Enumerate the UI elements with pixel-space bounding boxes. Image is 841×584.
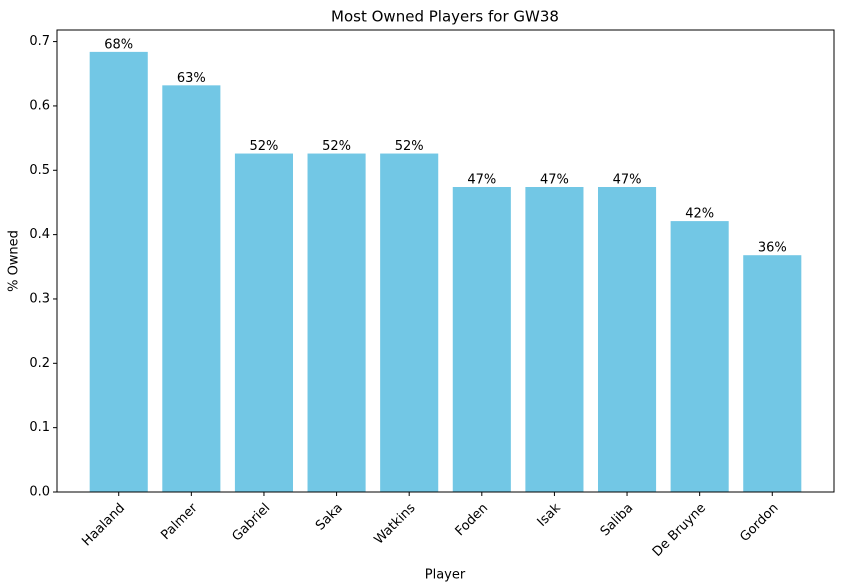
y-tick-label: 0.4 <box>29 227 50 242</box>
value-label: 52% <box>322 139 351 154</box>
bar <box>525 187 584 492</box>
x-tick-label: Palmer <box>158 500 201 543</box>
y-tick-label: 0.7 <box>29 34 50 49</box>
x-tick-label: De Bruyne <box>650 501 709 560</box>
x-tick-label: Saka <box>313 501 346 534</box>
value-label: 52% <box>395 139 424 154</box>
x-tick-label: Gabriel <box>230 501 274 545</box>
y-tick-label: 0.0 <box>29 485 50 500</box>
x-tick-label: Foden <box>453 501 492 540</box>
bar <box>597 187 657 492</box>
value-label: 47% <box>467 173 496 188</box>
bar <box>89 51 148 492</box>
value-label: 52% <box>250 139 279 154</box>
bar <box>307 153 366 492</box>
value-label: 36% <box>758 241 787 256</box>
x-tick-label: Isak <box>535 500 564 529</box>
plot-frame <box>56 29 835 493</box>
value-label: 63% <box>177 71 206 86</box>
x-tick-label: Haaland <box>79 501 128 550</box>
y-axis-label: % Owned <box>7 230 22 292</box>
y-tick-label: 0.3 <box>29 291 50 306</box>
x-tick-label: Saliba <box>598 501 637 540</box>
x-tick-label: Watkins <box>372 501 419 548</box>
bar <box>162 85 221 493</box>
y-tick-label: 0.1 <box>29 420 50 435</box>
value-label: 47% <box>613 173 642 188</box>
y-tick-label: 0.2 <box>29 356 50 371</box>
bar <box>380 153 439 492</box>
x-axis-label: Player <box>425 568 466 583</box>
y-tick-label: 0.5 <box>29 163 50 178</box>
value-label: 42% <box>685 207 714 222</box>
bar <box>743 255 802 492</box>
value-label: 68% <box>104 37 133 52</box>
x-tick-label: Gordon <box>737 501 781 545</box>
y-tick-label: 0.6 <box>29 98 50 113</box>
bar <box>670 221 729 493</box>
bar <box>234 153 294 492</box>
bar <box>452 187 511 492</box>
value-label: 47% <box>540 173 569 188</box>
chart-title: Most Owned Players for GW38 <box>331 8 559 26</box>
